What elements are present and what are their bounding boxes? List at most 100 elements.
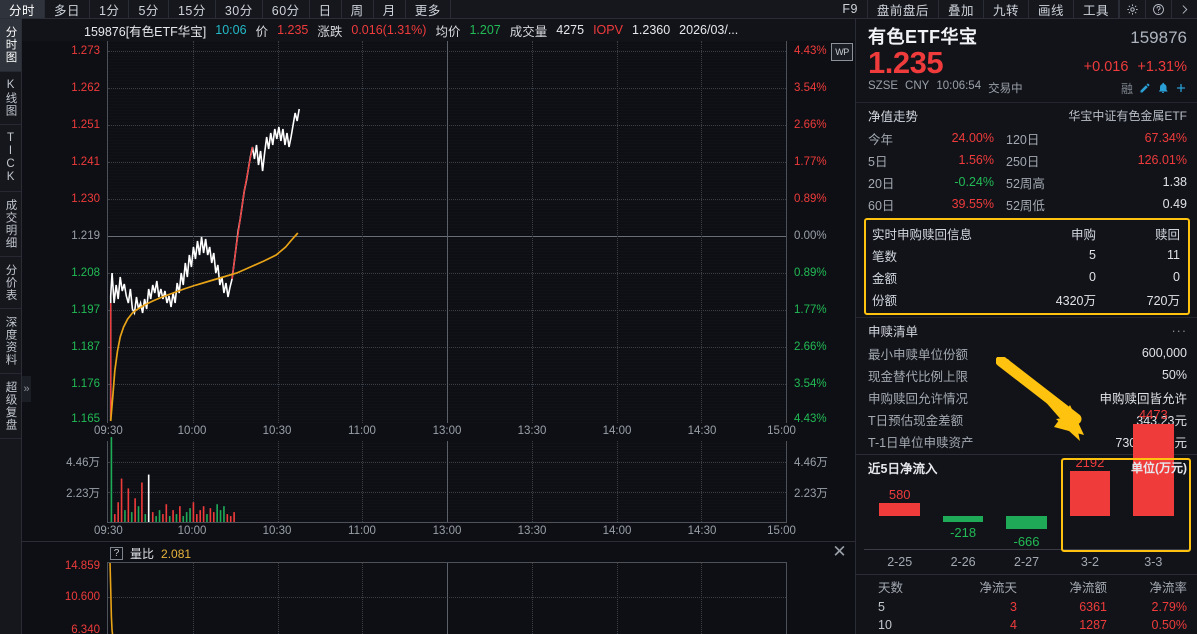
netflow-bar-col-0: 580	[868, 484, 931, 548]
netflow-chart[interactable]: 580 -218 -666 2192	[856, 407, 1197, 574]
netflow-bar-col-3: 2192	[1058, 455, 1121, 548]
col-redeem-header: 赎回	[1154, 227, 1180, 242]
security-name: 有色ETF华宝	[868, 27, 978, 47]
volume-chart[interactable]: 4.46万 2.23万 4.46万 2.23万	[22, 437, 855, 541]
nav-k2-2: 52周高	[1006, 176, 1045, 191]
pct-tick-r-8: 2.66%	[794, 340, 827, 353]
netflow-section-title: 近5日净流入 单位(万元)	[856, 454, 1197, 479]
vol-time-tick-1: 10:00	[177, 525, 207, 537]
vol-time-tick-5: 13:30	[517, 525, 547, 537]
tab-60min[interactable]: 60分	[263, 0, 310, 18]
price-tick-l-0: 1.273	[71, 44, 100, 57]
pct-tick-r-4: 0.89%	[794, 192, 827, 205]
close-icon[interactable]: ✕	[832, 542, 847, 561]
button-jiuzhuan[interactable]: 九转	[984, 0, 1029, 18]
pcf-k-4: T-1日单位申赎资产	[868, 435, 974, 450]
realtime-purchase-redeem-box: 实时申购赎回信息 申购 赎回 笔数 5 11 金额 0 0	[864, 218, 1190, 316]
tab-fenshi[interactable]: 分时	[0, 0, 46, 18]
tab-15min[interactable]: 15分	[169, 0, 216, 18]
button-prepost[interactable]: 盘前盘后	[868, 0, 939, 18]
rail-item-fenjiabiao[interactable]: 分价表	[0, 257, 21, 309]
gear-icon[interactable]	[1119, 0, 1145, 18]
rail-item-chengjiaomingxi[interactable]: 成交明细	[0, 192, 21, 257]
realtime-redeem-2: 720万	[1146, 293, 1180, 308]
indicator-name[interactable]: 量比	[130, 547, 155, 561]
volume-plot-region[interactable]	[107, 437, 787, 523]
edit-icon[interactable]	[1139, 82, 1151, 94]
price-chart[interactable]: WP 1.273 1.262 1.251 1.241 1.230 1.219 1…	[22, 41, 855, 441]
tab-more[interactable]: 更多	[406, 0, 451, 18]
netflow-date-0: 2-25	[887, 555, 913, 569]
vol-time-tick-7: 14:30	[687, 525, 717, 537]
help-icon[interactable]: ?	[110, 547, 123, 560]
vol-tick-r-1: 2.23万	[794, 487, 828, 500]
price-axis-left: 1.273 1.262 1.251 1.241 1.230 1.219 1.20…	[22, 41, 106, 426]
vol-time-tick-6: 14:00	[602, 525, 632, 537]
sum-header-3: 净流率	[1149, 581, 1187, 595]
indicator-tick-0: 14.859	[64, 559, 100, 572]
netflow-bar-col-1: -218	[931, 484, 994, 548]
quote-avg-value: 1.207	[469, 23, 501, 37]
netflow-unit-label: 单位(万元)	[1131, 461, 1187, 476]
rail-item-fenshitu[interactable]: 分时图	[0, 19, 21, 72]
help-icon[interactable]	[1145, 0, 1171, 18]
realtime-redeem-1: 0	[1173, 270, 1180, 285]
header-actions: 融	[1121, 80, 1187, 97]
pcf-more-icon[interactable]: ···	[1171, 323, 1187, 338]
realtime-redeem-0: 11	[1167, 248, 1180, 263]
rail-item-tick[interactable]: TICK	[0, 125, 21, 192]
pcf-k-0: 最小申赎单位份额	[868, 347, 969, 362]
button-draw[interactable]: 画线	[1029, 0, 1074, 18]
price-tick-l-9: 1.176	[71, 378, 100, 391]
sum-days-0: 5	[878, 600, 885, 614]
pct-tick-r-3: 1.77%	[794, 155, 827, 168]
netflow-plot: 580 -218 -666 2192	[856, 407, 1197, 574]
tab-duori[interactable]: 多日	[45, 0, 91, 18]
time-tick-0: 09:30	[93, 425, 123, 437]
netflow-x-labels: 2-25 2-26 2-27 3-2 3-3	[868, 555, 1185, 569]
realtime-table: 实时申购赎回信息 申购 赎回 笔数 5 11 金额 0 0	[866, 222, 1188, 310]
nav-v2-0: 67.34%	[1144, 131, 1187, 146]
nav-v2-1: 126.01%	[1137, 153, 1187, 168]
chart-area: 159876[有色ETF华宝] 10:06 价 1.235 涨跌 0.016(1…	[22, 19, 855, 634]
table-row: 份额 4320万 720万	[866, 288, 1188, 310]
volume-ratio-polyline	[110, 563, 114, 634]
plus-icon[interactable]	[1175, 82, 1187, 94]
pct-tick-r-7: 1.77%	[794, 303, 827, 316]
volume-axis-right: 4.46万 2.23万	[788, 441, 855, 523]
netflow-bar-0	[879, 503, 920, 516]
nav-stats-table: 今年 24.00% 120日 67.34% 5日 1.56% 250日 126.…	[856, 127, 1197, 215]
tab-month[interactable]: 月	[374, 0, 406, 18]
tab-5min[interactable]: 5分	[129, 0, 169, 18]
netflow-date-4: 3-3	[1144, 555, 1163, 569]
indicator-panel[interactable]: ? 量比 2.081 ✕ 14.859 10.600 6.340	[22, 541, 855, 634]
netflow-value-1: -218	[950, 525, 977, 540]
tab-1min[interactable]: 1分	[90, 0, 130, 18]
rail-item-kline[interactable]: K线图	[0, 72, 21, 125]
chevron-right-icon[interactable]	[1171, 0, 1197, 18]
pcf-k-2: 申购赎回允许情况	[868, 391, 969, 406]
realtime-purchase-2: 4320万	[1055, 293, 1096, 308]
sum-netdays-1: 4	[1010, 618, 1017, 632]
bell-icon[interactable]	[1157, 82, 1169, 94]
button-f9[interactable]: F9	[833, 0, 868, 18]
button-tools[interactable]: 工具	[1074, 0, 1119, 18]
quote-date: 2026/03/...	[679, 23, 739, 37]
rail-item-shenduziliao[interactable]: 深度资料	[0, 309, 21, 374]
price-plot-region[interactable]	[107, 41, 787, 423]
quote-time: 10:06	[215, 23, 247, 37]
indicator-plot-region[interactable]	[107, 562, 787, 634]
tab-30min[interactable]: 30分	[216, 0, 263, 18]
tab-day[interactable]: 日	[310, 0, 342, 18]
tab-week[interactable]: 周	[342, 0, 374, 18]
button-overlay[interactable]: 叠加	[939, 0, 984, 18]
header-divider	[856, 101, 1197, 103]
quote-price-value: 1.235	[277, 23, 309, 37]
price-polyline	[111, 109, 299, 421]
quote-info-bar: 159876[有色ETF华宝] 10:06 价 1.235 涨跌 0.016(1…	[22, 19, 855, 41]
sum-header-2: 净流额	[1069, 581, 1107, 595]
panel-collapse-chevron-icon[interactable]: »	[22, 376, 31, 402]
rail-item-chaojifupan[interactable]: 超级复盘	[0, 374, 21, 439]
toolbar-right-group: F9 盘前盘后 叠加 九转 画线 工具	[833, 0, 1197, 18]
sum-netamt-0: 6361	[1079, 600, 1107, 614]
